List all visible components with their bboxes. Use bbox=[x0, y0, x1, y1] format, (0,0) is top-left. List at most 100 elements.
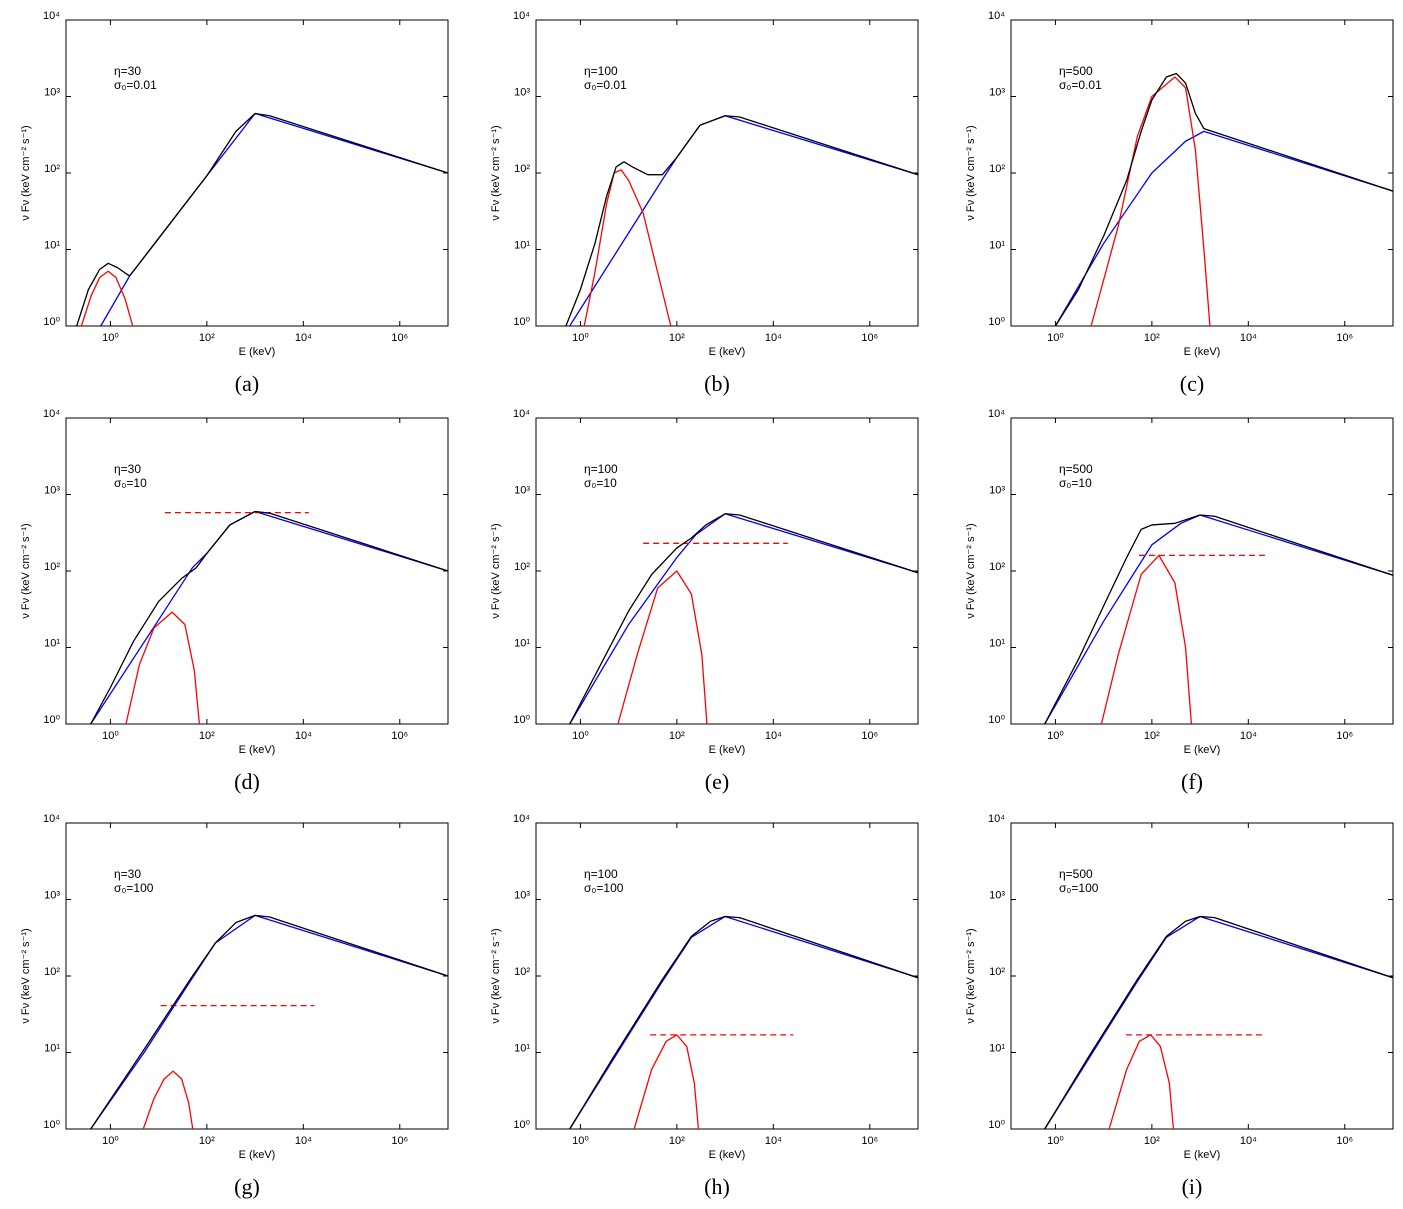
y-tick-label: 10¹ bbox=[514, 1042, 530, 1054]
annotation: σ₀=10 bbox=[584, 476, 617, 490]
y-tick-label: 10⁴ bbox=[988, 10, 1005, 22]
x-tick-label: 10⁶ bbox=[1336, 730, 1353, 742]
y-tick-label: 10⁴ bbox=[43, 408, 60, 420]
x-tick-label: 10² bbox=[669, 730, 685, 742]
annotation: σ₀=100 bbox=[114, 881, 154, 895]
spectrum-line bbox=[80, 270, 134, 327]
panel-label: (e) bbox=[705, 769, 729, 794]
spectrum-line bbox=[569, 915, 919, 1130]
spectrum-line bbox=[569, 513, 919, 725]
x-tick-label: 10⁴ bbox=[1240, 1135, 1257, 1147]
x-tick-label: 10⁶ bbox=[391, 332, 408, 344]
x-tick-label: 10² bbox=[1144, 1135, 1160, 1147]
y-axis-label: ν Fν (keV cm⁻² s⁻¹) bbox=[20, 928, 32, 1023]
x-tick-label: 10² bbox=[1144, 730, 1160, 742]
spectrum-line bbox=[1044, 915, 1394, 1130]
spectrum-line bbox=[1044, 915, 1394, 1130]
spectrum-line bbox=[100, 112, 449, 327]
panel-label: (b) bbox=[704, 371, 730, 396]
annotation: σ₀=0.01 bbox=[1059, 78, 1102, 92]
annotation: σ₀=0.01 bbox=[584, 78, 627, 92]
annotation: η=500 bbox=[1059, 867, 1093, 881]
y-tick-label: 10² bbox=[514, 966, 530, 978]
y-tick-label: 10² bbox=[44, 966, 60, 978]
x-axis-label: E (keV) bbox=[1184, 1149, 1221, 1161]
x-tick-label: 10⁰ bbox=[1047, 730, 1064, 742]
x-tick-label: 10² bbox=[669, 332, 685, 344]
x-axis-label: E (keV) bbox=[1184, 744, 1221, 756]
x-axis-label: E (keV) bbox=[239, 346, 276, 358]
x-tick-label: 10⁰ bbox=[572, 332, 589, 344]
y-axis-label: ν Fν (keV cm⁻² s⁻¹) bbox=[965, 125, 977, 220]
annotation: η=100 bbox=[584, 867, 618, 881]
spectrum-line bbox=[569, 915, 919, 1130]
spectrum-line bbox=[90, 510, 449, 725]
x-tick-label: 10⁰ bbox=[102, 1135, 119, 1147]
y-tick-label: 10⁰ bbox=[513, 714, 530, 726]
annotation: σ₀=0.01 bbox=[114, 78, 157, 92]
x-tick-label: 10⁶ bbox=[1336, 332, 1353, 344]
annotation: η=500 bbox=[1059, 462, 1093, 476]
y-tick-label: 10¹ bbox=[44, 1042, 60, 1054]
y-tick-label: 10⁰ bbox=[43, 316, 60, 328]
x-tick-label: 10⁰ bbox=[1047, 1135, 1064, 1147]
y-tick-label: 10² bbox=[989, 966, 1005, 978]
x-tick-label: 10⁴ bbox=[765, 332, 782, 344]
x-tick-label: 10⁴ bbox=[1240, 332, 1257, 344]
x-tick-label: 10² bbox=[199, 332, 215, 344]
spectrum-line bbox=[90, 914, 449, 1130]
y-tick-label: 10⁴ bbox=[43, 813, 60, 825]
x-tick-label: 10² bbox=[669, 1135, 685, 1147]
annotation: η=100 bbox=[584, 64, 618, 78]
y-tick-label: 10³ bbox=[44, 484, 60, 496]
x-axis-label: E (keV) bbox=[1184, 346, 1221, 358]
annotation: η=30 bbox=[114, 64, 141, 78]
y-tick-label: 10¹ bbox=[989, 637, 1005, 649]
annotation: σ₀=100 bbox=[584, 881, 624, 895]
x-tick-label: 10⁴ bbox=[765, 730, 782, 742]
x-tick-label: 10⁶ bbox=[391, 730, 408, 742]
x-tick-label: 10⁴ bbox=[765, 1135, 782, 1147]
y-tick-label: 10² bbox=[44, 561, 60, 573]
spectrum-line bbox=[1090, 76, 1211, 327]
panel-label: (c) bbox=[1180, 371, 1204, 396]
y-tick-label: 10³ bbox=[44, 86, 60, 98]
annotation: σ₀=10 bbox=[1059, 476, 1092, 490]
x-tick-label: 10⁰ bbox=[102, 332, 119, 344]
y-tick-label: 10⁰ bbox=[513, 1119, 530, 1131]
panel-label: (f) bbox=[1181, 769, 1203, 794]
y-tick-label: 10¹ bbox=[44, 239, 60, 251]
y-tick-label: 10³ bbox=[44, 889, 60, 901]
x-axis-label: E (keV) bbox=[239, 744, 276, 756]
annotation: η=100 bbox=[584, 462, 618, 476]
y-tick-label: 10¹ bbox=[514, 239, 530, 251]
y-tick-label: 10⁰ bbox=[43, 714, 60, 726]
x-tick-label: 10⁶ bbox=[861, 1135, 878, 1147]
y-tick-label: 10³ bbox=[514, 86, 530, 98]
y-tick-label: 10⁰ bbox=[43, 1119, 60, 1131]
x-tick-label: 10⁰ bbox=[1047, 332, 1064, 344]
annotation: η=500 bbox=[1059, 64, 1093, 78]
x-tick-label: 10⁰ bbox=[572, 730, 589, 742]
y-tick-label: 10³ bbox=[514, 484, 530, 496]
annotation: σ₀=100 bbox=[1059, 881, 1099, 895]
x-tick-label: 10⁶ bbox=[391, 1135, 408, 1147]
y-tick-label: 10⁰ bbox=[988, 714, 1005, 726]
annotation: σ₀=10 bbox=[114, 476, 147, 490]
y-tick-label: 10⁰ bbox=[513, 316, 530, 328]
panel-label: (h) bbox=[704, 1174, 730, 1199]
spectrum-line bbox=[142, 1070, 194, 1130]
y-tick-label: 10¹ bbox=[989, 1042, 1005, 1054]
spectrum-line bbox=[1044, 514, 1394, 725]
y-axis-label: ν Fν (keV cm⁻² s⁻¹) bbox=[490, 125, 502, 220]
spectrum-line bbox=[90, 510, 449, 725]
x-tick-label: 10⁰ bbox=[102, 730, 119, 742]
spectrum-line bbox=[583, 169, 672, 327]
y-tick-label: 10⁰ bbox=[988, 316, 1005, 328]
y-tick-label: 10⁰ bbox=[988, 1119, 1005, 1131]
x-tick-label: 10⁴ bbox=[295, 1135, 312, 1147]
spectrum-line bbox=[76, 112, 449, 327]
spectrum-line bbox=[1108, 1034, 1175, 1130]
y-tick-label: 10⁴ bbox=[513, 408, 530, 420]
